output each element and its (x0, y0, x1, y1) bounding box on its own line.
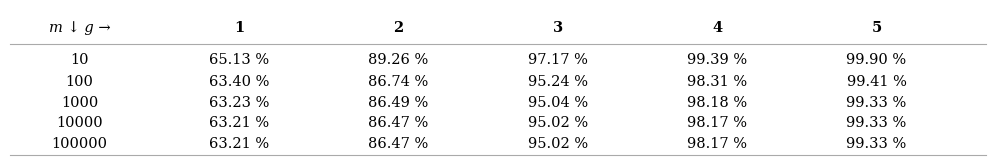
Text: 86.49 %: 86.49 % (369, 96, 428, 110)
Text: 98.31 %: 98.31 % (687, 75, 747, 89)
Text: 63.23 %: 63.23 % (209, 96, 269, 110)
Text: 95.02 %: 95.02 % (528, 137, 588, 151)
Text: 2: 2 (393, 21, 403, 35)
Text: 97.17 %: 97.17 % (528, 53, 588, 67)
Text: 99.39 %: 99.39 % (687, 53, 747, 67)
Text: 4: 4 (712, 21, 722, 35)
Text: 1: 1 (234, 21, 244, 35)
Text: 89.26 %: 89.26 % (369, 53, 428, 67)
Text: 98.18 %: 98.18 % (687, 96, 747, 110)
Text: 63.21 %: 63.21 % (209, 116, 269, 130)
Text: 95.24 %: 95.24 % (528, 75, 588, 89)
Text: 99.33 %: 99.33 % (847, 96, 906, 110)
Text: 86.47 %: 86.47 % (369, 116, 428, 130)
Text: 1000: 1000 (61, 96, 99, 110)
Text: 86.47 %: 86.47 % (369, 137, 428, 151)
Text: 99.33 %: 99.33 % (847, 137, 906, 151)
Text: 99.90 %: 99.90 % (847, 53, 906, 67)
Text: 3: 3 (553, 21, 563, 35)
Text: 98.17 %: 98.17 % (687, 116, 747, 130)
Text: 98.17 %: 98.17 % (687, 137, 747, 151)
Text: 10000: 10000 (57, 116, 103, 130)
Text: 63.21 %: 63.21 % (209, 137, 269, 151)
Text: 99.33 %: 99.33 % (847, 116, 906, 130)
Text: m ↓ g →: m ↓ g → (49, 21, 111, 35)
Text: 100: 100 (66, 75, 94, 89)
Text: 5: 5 (872, 21, 881, 35)
Text: 86.74 %: 86.74 % (369, 75, 428, 89)
Text: 63.40 %: 63.40 % (209, 75, 269, 89)
Text: 100000: 100000 (52, 137, 108, 151)
Text: 65.13 %: 65.13 % (209, 53, 269, 67)
Text: 99.41 %: 99.41 % (847, 75, 906, 89)
Text: 95.04 %: 95.04 % (528, 96, 588, 110)
Text: 10: 10 (71, 53, 89, 67)
Text: 95.02 %: 95.02 % (528, 116, 588, 130)
